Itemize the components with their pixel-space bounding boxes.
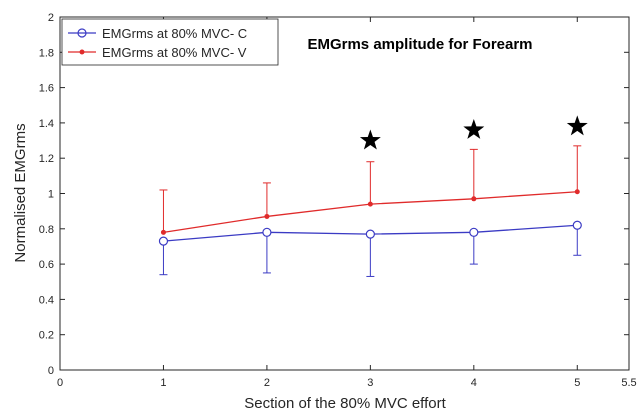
y-tick-label: 0.6 (39, 259, 54, 271)
data-point-c (158, 236, 169, 246)
legend: EMGrms at 80% MVC- C EMGrms at 80% MVC- … (61, 18, 279, 66)
data-point-v (471, 196, 477, 202)
data-point-c (572, 220, 582, 230)
y-tick-label: 0.2 (39, 330, 54, 342)
y-tick-label: 1.6 (39, 83, 54, 95)
y-tick-labels: 0 0.2 0.4 0.6 0.8 1 1.2 1.4 1.6 1.8 2 (39, 12, 54, 377)
x-tick-label: 3 (367, 377, 373, 389)
data-point-v (264, 213, 270, 219)
annotation-stars (359, 115, 588, 150)
x-tick-label: 0 (57, 377, 63, 389)
data-point-v (160, 229, 166, 235)
error-bars (159, 145, 582, 277)
x-axis-label: Section of the 80% MVC effort (244, 395, 446, 412)
data-point-c (262, 227, 272, 237)
y-tick-label: 1.2 (39, 153, 54, 165)
series-markers (158, 189, 582, 246)
legend-label-v: EMGrms at 80% MVC- V (102, 45, 247, 60)
x-tick-label: 1 (160, 377, 166, 389)
y-tick-label: 1.4 (39, 118, 54, 130)
x-tick-label: 5.5 (621, 377, 636, 389)
data-point-c (469, 227, 479, 237)
legend-marker-v (79, 49, 85, 55)
y-tick-label: 1.8 (39, 47, 54, 59)
data-point-v (574, 189, 580, 195)
y-tick-label: 0 (48, 365, 54, 377)
plot-area (59, 16, 630, 371)
y-tick-label: 1 (48, 189, 54, 201)
y-axis-label: Normalised EMGrms (12, 123, 29, 262)
y-tick-label: 2 (48, 12, 54, 24)
legend-marker-c (77, 28, 87, 38)
y-tick-label: 0.4 (39, 294, 54, 306)
significance-star-icon (566, 115, 588, 136)
x-tick-labels: 0 1 2 3 4 5 5.5 (57, 377, 637, 389)
x-tick-label: 2 (264, 377, 270, 389)
x-tick-label: 4 (471, 377, 477, 389)
data-point-c (365, 229, 375, 239)
legend-box (61, 18, 279, 66)
significance-star-icon (359, 129, 381, 150)
y-tick-label: 0.8 (39, 224, 54, 236)
data-point-v (367, 201, 373, 207)
legend-label-c: EMGrms at 80% MVC- C (102, 26, 247, 41)
x-tick-label: 5 (574, 377, 580, 389)
chart-title: EMGrms amplitude for Forearm (307, 36, 532, 53)
axis-ticks (59, 16, 630, 371)
significance-star-icon (463, 118, 485, 139)
